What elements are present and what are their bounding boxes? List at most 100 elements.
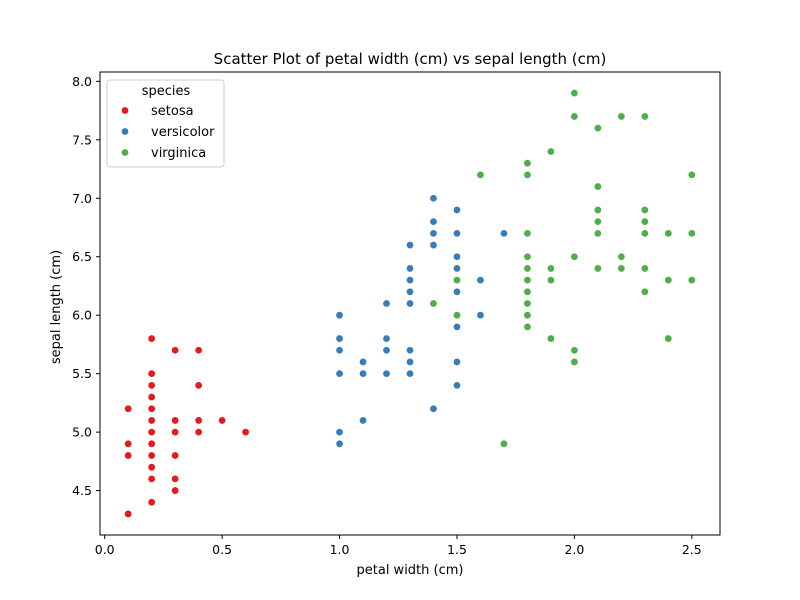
- data-point-versicolor: [382, 299, 391, 308]
- data-point-versicolor: [452, 264, 462, 273]
- data-point-setosa: [123, 439, 133, 449]
- chart-title: Scatter Plot of petal width (cm) vs sepa…: [214, 50, 607, 68]
- data-point-setosa: [147, 369, 156, 378]
- data-point-versicolor: [429, 217, 438, 226]
- x-tick-label: 2.5: [682, 542, 702, 557]
- data-point-versicolor: [452, 287, 462, 297]
- data-point-setosa: [147, 498, 156, 507]
- data-point-virginica: [687, 170, 697, 180]
- data-point-versicolor: [382, 334, 391, 343]
- y-tick-label: 6.5: [72, 249, 92, 264]
- data-point-virginica: [593, 182, 603, 191]
- data-point-virginica: [593, 205, 603, 215]
- data-point-virginica: [593, 123, 603, 133]
- data-point-versicolor: [405, 357, 415, 367]
- data-point-virginica: [523, 170, 532, 180]
- data-point-setosa: [194, 427, 203, 437]
- data-point-versicolor: [358, 357, 368, 367]
- data-point-setosa: [170, 451, 180, 460]
- data-point-setosa: [194, 381, 203, 390]
- data-point-versicolor: [499, 229, 509, 238]
- data-point-virginica: [523, 264, 532, 273]
- data-point-setosa: [147, 451, 156, 460]
- data-point-versicolor: [335, 427, 344, 437]
- y-tick-label: 7.5: [72, 132, 92, 147]
- data-point-virginica: [523, 310, 532, 320]
- y-tick-label: 8.0: [72, 74, 92, 89]
- data-point-virginica: [687, 275, 697, 285]
- data-point-setosa: [147, 474, 156, 484]
- data-point-setosa: [194, 416, 203, 425]
- data-point-virginica: [570, 357, 579, 367]
- data-point-virginica: [452, 310, 462, 320]
- data-point-setosa: [123, 509, 133, 519]
- data-point-versicolor: [452, 205, 462, 215]
- data-point-virginica: [617, 112, 626, 121]
- data-point-virginica: [664, 334, 673, 343]
- data-point-versicolor: [382, 346, 391, 355]
- data-point-versicolor: [335, 346, 344, 355]
- data-point-virginica: [546, 275, 556, 285]
- legend-items: setosa versicolor virginica: [120, 104, 215, 161]
- data-point-virginica: [640, 229, 650, 238]
- legend-label-virginica: virginica: [151, 146, 206, 161]
- data-point-virginica: [523, 275, 532, 285]
- data-point-virginica: [617, 264, 626, 273]
- data-point-virginica: [523, 322, 532, 332]
- plot-area-frame: [99, 71, 721, 536]
- data-point-versicolor: [452, 229, 462, 238]
- data-point-versicolor: [405, 346, 415, 355]
- y-axis-title: sepal length (cm): [49, 250, 64, 364]
- data-point-virginica: [499, 439, 509, 449]
- x-tick-label: 1.0: [330, 542, 350, 557]
- data-point-versicolor: [358, 369, 368, 378]
- data-point-virginica: [523, 287, 532, 297]
- x-tick-label: 0.5: [212, 542, 232, 557]
- data-point-versicolor: [405, 240, 415, 250]
- data-point-setosa: [147, 427, 156, 437]
- data-point-virginica: [476, 170, 485, 180]
- data-point-setosa: [170, 486, 180, 495]
- data-point-virginica: [546, 147, 556, 156]
- data-point-virginica: [570, 252, 579, 261]
- data-point-virginica: [570, 112, 579, 121]
- legend: species setosa versicolor virginica: [106, 79, 225, 168]
- data-point-versicolor: [452, 357, 462, 367]
- data-point-virginica: [429, 299, 438, 308]
- data-point-setosa: [147, 381, 156, 390]
- data-point-versicolor: [405, 369, 415, 378]
- data-point-versicolor: [452, 381, 462, 390]
- points-layer: [123, 88, 697, 519]
- legend-title: species: [142, 84, 191, 99]
- data-point-setosa: [170, 474, 180, 484]
- data-point-setosa: [217, 416, 227, 425]
- data-point-setosa: [123, 451, 133, 460]
- data-point-virginica: [523, 299, 532, 308]
- y-tick-label: 7.0: [72, 191, 92, 206]
- data-point-versicolor: [429, 240, 438, 250]
- data-point-versicolor: [452, 322, 462, 332]
- y-tick-label: 5.5: [72, 366, 92, 381]
- data-point-virginica: [570, 88, 579, 98]
- x-tick-label: 0.0: [95, 542, 115, 557]
- ticks-layer: 0.0 0.5 1.0 1.5 2.0 2.5 4.5 5.0 5.5 6.0 6.5 7.0 7.5 8…: [72, 74, 702, 557]
- y-tick-label: 4.5: [72, 483, 92, 498]
- legend-marker-setosa: [120, 106, 130, 115]
- data-point-setosa: [147, 416, 156, 425]
- data-point-virginica: [664, 229, 673, 238]
- data-point-virginica: [617, 252, 626, 261]
- data-point-virginica: [664, 275, 673, 285]
- data-point-setosa: [241, 427, 250, 437]
- data-point-virginica: [452, 275, 462, 285]
- data-point-setosa: [170, 427, 180, 437]
- data-point-versicolor: [429, 229, 438, 238]
- data-point-virginica: [640, 217, 650, 226]
- data-point-virginica: [523, 158, 532, 168]
- legend-label-setosa: setosa: [151, 104, 194, 119]
- data-point-versicolor: [405, 275, 415, 285]
- data-point-setosa: [147, 404, 156, 413]
- data-point-versicolor: [358, 416, 368, 425]
- y-tick-label: 6.0: [72, 308, 92, 323]
- data-point-virginica: [687, 229, 697, 238]
